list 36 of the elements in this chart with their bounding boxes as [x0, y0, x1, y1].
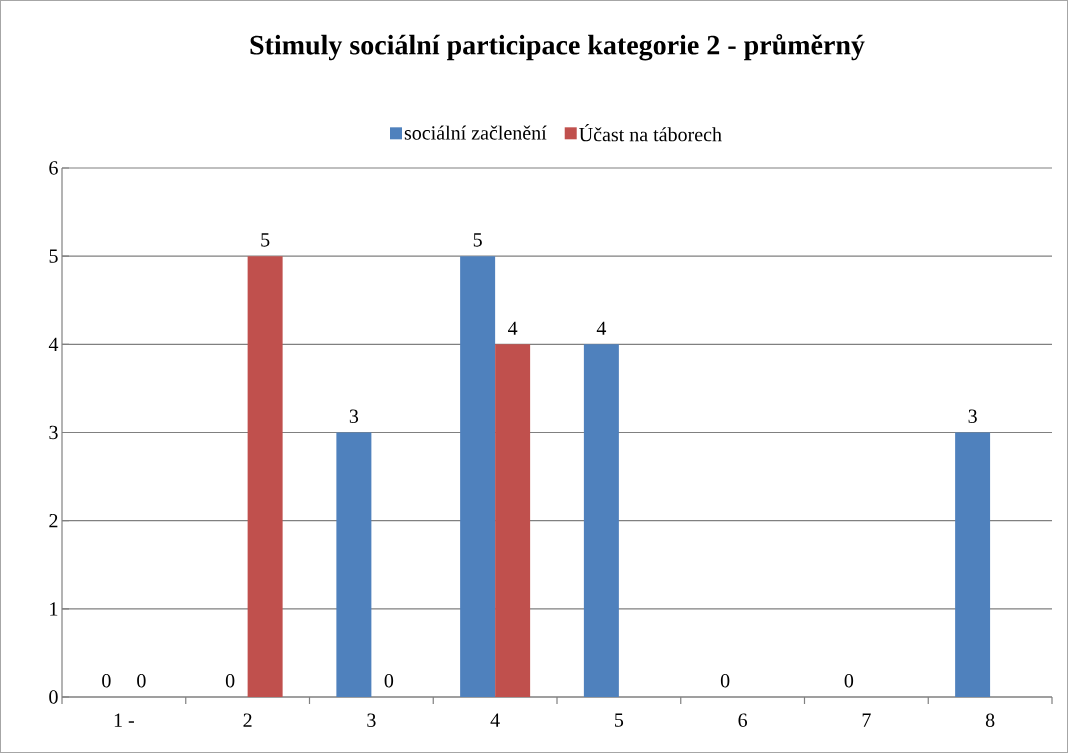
data-label: 3: [968, 409, 977, 423]
data-label: 0: [384, 673, 394, 688]
legend-label: Účast na táborech: [579, 123, 722, 142]
bar: [495, 344, 531, 697]
x-tick-label: 3: [367, 713, 376, 727]
y-tick-label: 4: [48, 337, 59, 351]
y-tick-label: 0: [49, 690, 58, 704]
y-tick-label: 5: [49, 249, 58, 263]
y-tick-label: 6: [49, 161, 58, 175]
data-label: 0: [225, 673, 235, 688]
data-label: 0: [137, 673, 146, 688]
x-tick-label: 8: [985, 713, 995, 728]
data-label: 3: [349, 409, 359, 423]
data-label: 4: [508, 321, 518, 335]
data-label: 4: [596, 321, 607, 335]
y-tick-label: 1: [50, 602, 58, 616]
chart-title: Stimuly sociální participace kategorie 2 - průměrný: [250, 34, 865, 61]
bar: [247, 256, 283, 697]
x-tick-label: 5: [615, 713, 624, 727]
bar: [460, 256, 496, 697]
x-tick-label: 2: [243, 713, 252, 727]
data-label: 0: [102, 673, 111, 688]
bar: [583, 344, 619, 697]
bar: [336, 432, 372, 697]
data-label: 0: [844, 673, 854, 688]
data-label: 0: [720, 673, 730, 688]
data-label: 5: [473, 233, 482, 247]
legend-label: sociální začlenění: [404, 125, 547, 140]
y-tick-label: 3: [49, 425, 58, 440]
x-tick-label: 6: [738, 713, 748, 727]
x-tick-label: 4: [490, 713, 500, 727]
bar: [955, 432, 991, 697]
data-label: 5: [261, 233, 270, 247]
y-tick-label: 2: [49, 514, 58, 528]
x-tick-label: 1 -: [114, 713, 134, 727]
x-tick-label: 7: [862, 713, 871, 727]
